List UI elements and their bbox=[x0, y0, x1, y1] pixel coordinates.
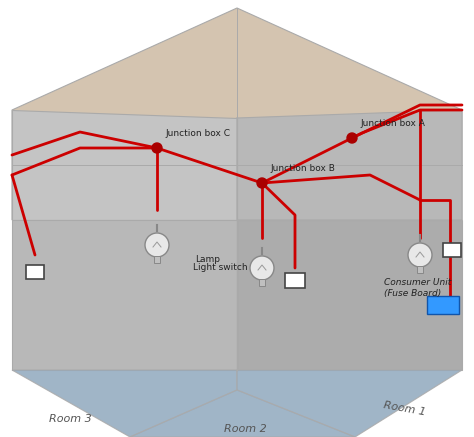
Circle shape bbox=[257, 178, 267, 188]
Text: Room 2: Room 2 bbox=[224, 424, 266, 434]
Polygon shape bbox=[237, 220, 462, 370]
Bar bbox=[285, 273, 305, 288]
Bar bbox=[259, 279, 265, 286]
Circle shape bbox=[152, 143, 162, 153]
Bar bbox=[417, 266, 423, 273]
Bar bbox=[443, 243, 461, 257]
Circle shape bbox=[408, 243, 432, 267]
Text: Junction box B: Junction box B bbox=[270, 164, 335, 173]
Polygon shape bbox=[237, 110, 462, 220]
Polygon shape bbox=[12, 370, 237, 437]
Circle shape bbox=[347, 133, 357, 143]
Circle shape bbox=[145, 233, 169, 257]
Text: Room 1: Room 1 bbox=[383, 400, 427, 417]
Bar bbox=[427, 296, 459, 314]
Text: Light switch: Light switch bbox=[193, 264, 248, 273]
Polygon shape bbox=[12, 8, 462, 220]
Polygon shape bbox=[130, 390, 355, 437]
Circle shape bbox=[250, 256, 274, 280]
Bar bbox=[154, 256, 160, 263]
Text: Junction box C: Junction box C bbox=[165, 129, 230, 138]
Text: Room 3: Room 3 bbox=[49, 414, 91, 424]
Text: Junction box A: Junction box A bbox=[360, 119, 425, 128]
Bar bbox=[26, 265, 44, 279]
Polygon shape bbox=[12, 110, 237, 220]
Text: Lamp: Lamp bbox=[195, 256, 220, 264]
Text: Consumer Unit
(Fuse Board): Consumer Unit (Fuse Board) bbox=[384, 278, 451, 298]
Polygon shape bbox=[12, 220, 237, 370]
Polygon shape bbox=[237, 370, 462, 437]
